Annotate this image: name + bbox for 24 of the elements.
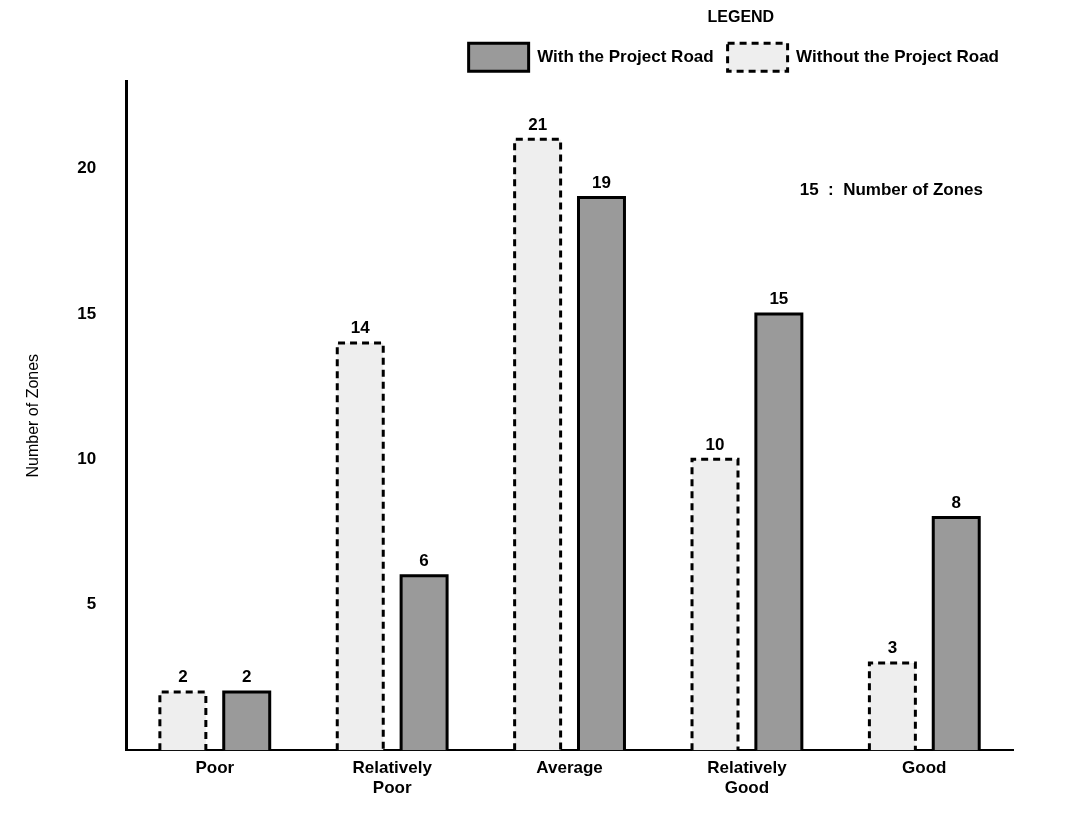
x-tick-label: Relatively Good: [707, 758, 788, 798]
y-axis-title: Number of Zones: [24, 353, 42, 478]
data-label: 21: [528, 114, 548, 134]
data-label: 14: [350, 318, 371, 338]
data-label: 2: [241, 667, 252, 687]
legend-label: With the Project Road: [537, 46, 714, 66]
annotation: 15 : Number of Zones: [799, 180, 983, 200]
x-tick-label: Relatively Poor: [352, 758, 433, 798]
data-label: 15: [769, 289, 789, 309]
data-label: 10: [705, 434, 725, 454]
x-tick-label: Poor: [195, 758, 235, 778]
data-label: 8: [951, 492, 961, 512]
data-label: 2: [178, 667, 188, 687]
data-label: 19: [592, 172, 611, 192]
y-tick-label: 15: [77, 303, 97, 323]
x-tick-label: Average: [536, 758, 603, 778]
data-label: 3: [887, 638, 898, 658]
data-label: 6: [419, 550, 429, 570]
y-tick-label: 10: [77, 449, 97, 469]
x-tick-label: Good: [902, 758, 947, 778]
legend-label: Without the Project Road: [796, 46, 1000, 66]
y-tick-label: 20: [77, 158, 97, 178]
legend-title: LEGEND: [707, 8, 775, 26]
y-tick-label: 5: [86, 594, 97, 614]
